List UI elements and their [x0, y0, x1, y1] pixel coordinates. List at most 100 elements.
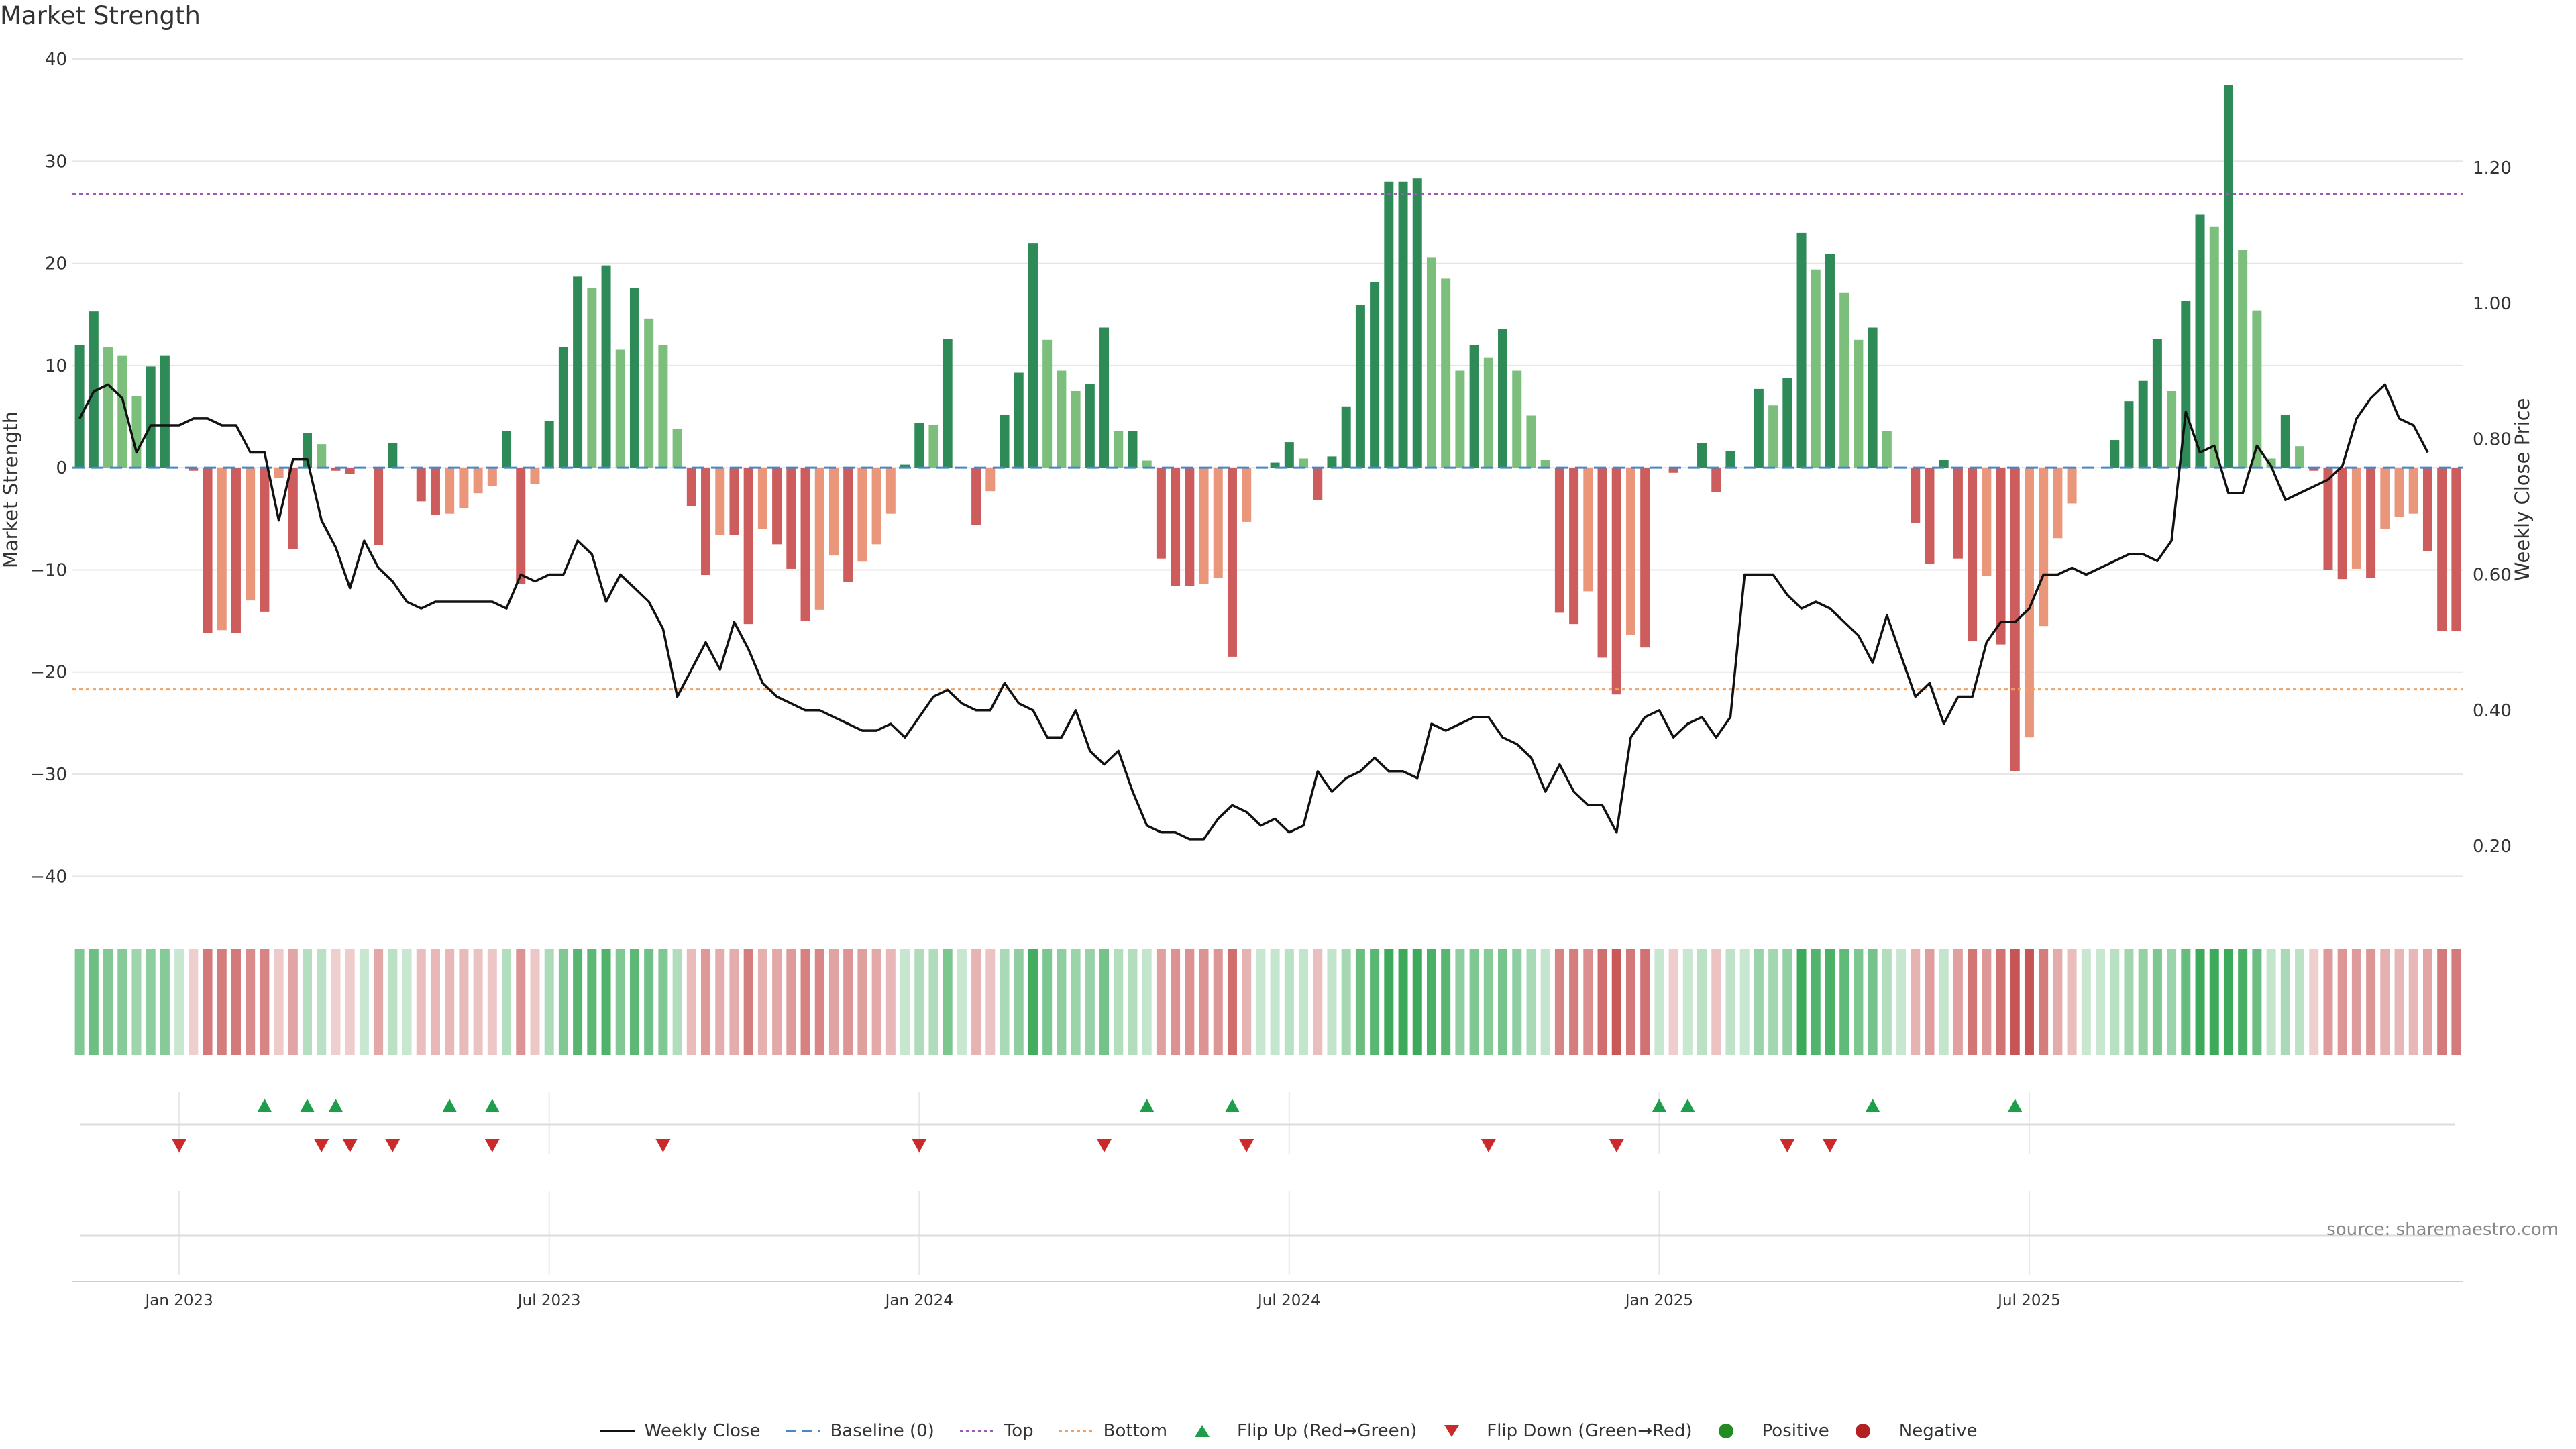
- strength-bar: [1825, 254, 1835, 468]
- heat-cell: [757, 949, 767, 1055]
- strength-bar: [1583, 468, 1593, 592]
- legend-dot-swatch: [959, 1430, 995, 1432]
- heat-cell: [814, 949, 824, 1055]
- heat-cell: [615, 949, 625, 1055]
- strength-bar: [971, 468, 981, 525]
- heat-cell: [985, 949, 996, 1055]
- strength-bar: [1754, 388, 1764, 468]
- strength-bars: [74, 85, 2461, 771]
- heat-cell: [2152, 949, 2162, 1055]
- heat-cell: [1355, 949, 1365, 1055]
- heat-cell: [2451, 949, 2461, 1055]
- heat-cell: [1156, 949, 1166, 1055]
- strength-bar: [2351, 468, 2361, 569]
- heat-cell: [828, 949, 839, 1055]
- strength-bar: [1469, 345, 1479, 468]
- strength-bar: [1412, 178, 1422, 468]
- heat-cell: [1597, 949, 1607, 1055]
- y-tick-label: −40: [30, 867, 67, 887]
- strength-bar: [544, 421, 554, 468]
- x-tick-label: Jan 2024: [884, 1292, 953, 1309]
- heat-cell: [1455, 949, 1465, 1055]
- strength-bar: [2167, 390, 2177, 468]
- strength-bar: [2394, 468, 2404, 517]
- strength-bar: [885, 468, 896, 514]
- strength-bar: [2295, 446, 2305, 468]
- heat-cell: [2053, 949, 2063, 1055]
- legend-label: Negative: [1898, 1421, 1978, 1441]
- strength-bar: [573, 276, 583, 468]
- strength-bar: [430, 468, 440, 515]
- strength-bar: [530, 468, 540, 484]
- heat-cell: [1256, 949, 1266, 1055]
- heat-cell: [914, 949, 924, 1055]
- strength-bar: [558, 347, 568, 468]
- strength-bar: [2422, 468, 2432, 552]
- strength-bar: [1242, 468, 1252, 522]
- strength-bar: [772, 468, 782, 545]
- heat-cell: [1768, 949, 1778, 1055]
- heat-cell: [1327, 949, 1337, 1055]
- heat-cell: [715, 949, 725, 1055]
- legend-label: Positive: [1762, 1421, 1829, 1441]
- heat-cell: [2323, 949, 2333, 1055]
- heat-cell: [2252, 949, 2262, 1055]
- heat-cell: [2408, 949, 2418, 1055]
- strength-bar: [800, 468, 810, 621]
- strength-bar: [89, 311, 99, 468]
- legend-flip-down: Flip Down (Green→Red): [1441, 1421, 1693, 1441]
- strength-bar: [1540, 459, 1550, 468]
- heat-cell: [1968, 949, 1978, 1055]
- heat-cell: [2138, 949, 2148, 1055]
- x-tick-label: Jul 2024: [1256, 1292, 1321, 1309]
- y-tick-label: 30: [45, 152, 67, 172]
- strength-bar: [1114, 431, 1124, 468]
- heat-cell: [1042, 949, 1053, 1055]
- legend-negative: Negative: [1854, 1421, 1978, 1441]
- strength-bar: [2309, 468, 2319, 471]
- heat-cell: [1654, 949, 1664, 1055]
- x-tick-label: Jan 2025: [1624, 1292, 1693, 1309]
- heat-cell: [260, 949, 270, 1055]
- flip-down-marker: [484, 1139, 500, 1152]
- strength-bar: [1313, 468, 1323, 500]
- heat-cell: [957, 949, 967, 1055]
- heat-cell: [246, 949, 256, 1055]
- strength-bar: [1299, 458, 1309, 468]
- heat-cell: [1512, 949, 1522, 1055]
- strength-bar: [1782, 378, 1792, 468]
- strength-bar: [729, 468, 739, 535]
- heat-cell: [1711, 949, 1721, 1055]
- strength-bar: [1512, 370, 1522, 468]
- strength-bar: [1526, 415, 1536, 468]
- strength-bar: [2252, 310, 2262, 468]
- strength-bar: [516, 468, 526, 584]
- heat-cell: [1583, 949, 1593, 1055]
- strength-bar: [587, 288, 597, 468]
- strength-bar: [1284, 442, 1294, 468]
- heat-cell: [644, 949, 654, 1055]
- heat-cell: [1398, 949, 1408, 1055]
- heat-cell: [1370, 949, 1380, 1055]
- legend-label: Flip Down (Green→Red): [1487, 1421, 1693, 1441]
- heat-cell: [1171, 949, 1181, 1055]
- strength-bar: [1057, 370, 1067, 468]
- strength-bar: [1554, 468, 1564, 613]
- heat-cell: [2010, 949, 2020, 1055]
- reference-lines: [72, 193, 2463, 691]
- heat-cell: [1625, 949, 1635, 1055]
- legend-weekly-close: Weekly Close: [599, 1421, 760, 1441]
- heat-cell: [1284, 949, 1294, 1055]
- strength-bar: [416, 468, 426, 502]
- heat-cell: [928, 949, 938, 1055]
- strength-bar: [1327, 456, 1337, 468]
- strength-bar: [2124, 401, 2134, 468]
- strength-bar: [2010, 468, 2020, 771]
- heat-cell: [1982, 949, 1992, 1055]
- strength-bar: [1625, 468, 1635, 635]
- heat-cell: [317, 949, 327, 1055]
- y2-tick-label: 0.60: [2473, 566, 2512, 586]
- axes: [72, 1123, 2463, 1282]
- legend-label: Baseline (0): [830, 1421, 934, 1441]
- strength-bar: [1611, 468, 1621, 695]
